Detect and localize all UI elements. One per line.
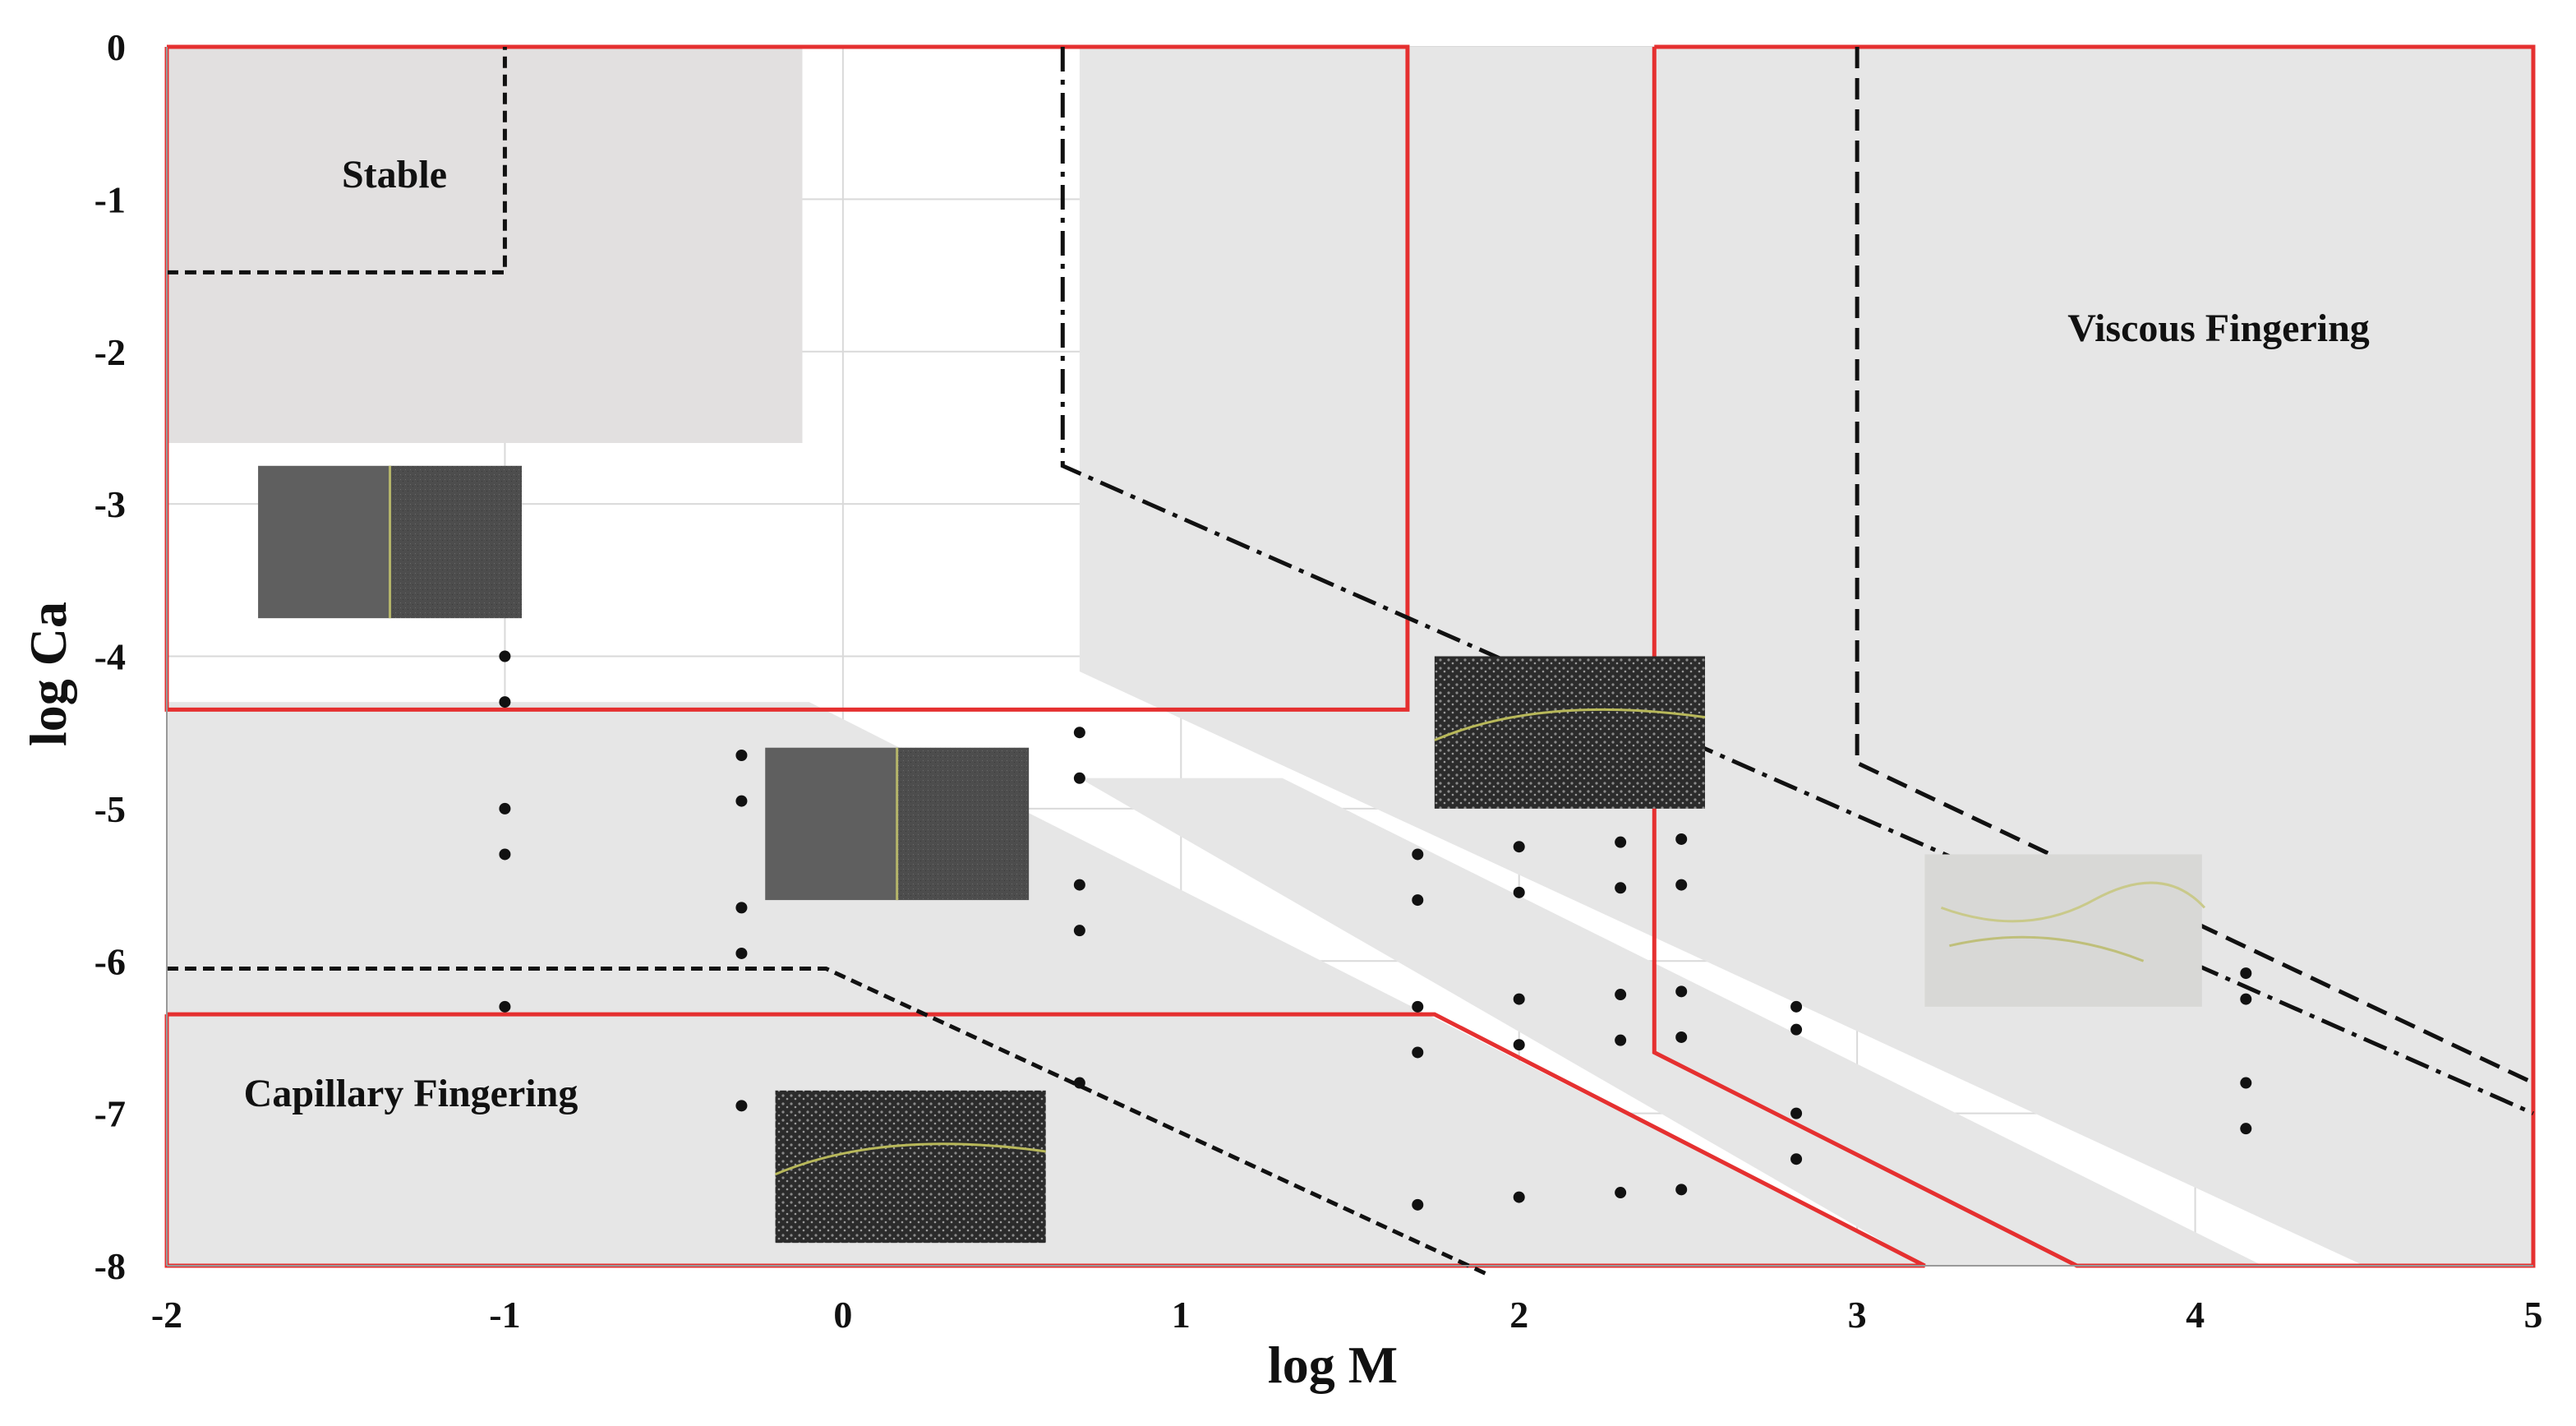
y-tick-label-2: -2: [94, 331, 126, 373]
data-point-0-24: [1513, 1191, 1525, 1203]
region-fill-0: [167, 47, 803, 443]
transition-micrograph-left-half: [765, 747, 897, 901]
data-point-0-26: [1615, 882, 1627, 894]
x-tick-label-6: 4: [2186, 1294, 2205, 1336]
stable-micrograph-left-half: [258, 465, 390, 619]
data-point-0-34: [1675, 1184, 1688, 1196]
data-point-0-28: [1615, 1034, 1627, 1046]
x-tick-label-5: 3: [1848, 1294, 1867, 1336]
data-point-0-10: [1073, 727, 1085, 739]
transition-micrograph: [765, 747, 1030, 901]
y-tick-label-7: -7: [94, 1093, 126, 1135]
x-tick-label-3: 1: [1172, 1294, 1191, 1336]
x-tick-label-4: 2: [1509, 1294, 1528, 1336]
y-tick-label-1: -1: [94, 178, 126, 220]
stable-micrograph-right-half: [389, 465, 522, 619]
viscous-micrograph-dark-bg: [1434, 656, 1705, 809]
region-label-capillary-fingering: Capillary Fingering: [244, 1072, 578, 1115]
y-axis-title: log Ca: [19, 602, 77, 746]
axes: -2 -1 0 1 2 3 4 5 0 -1 -2 -3 -4 -5 -6 -7 -8: [94, 26, 2543, 1336]
viscous-micrograph-dark-finger-trace: [1434, 708, 1706, 741]
x-tick-label-2: 0: [833, 1294, 852, 1336]
y-tick-label-5: -5: [94, 788, 126, 830]
y-tick-label-8: -8: [94, 1245, 126, 1287]
data-point-0-39: [2240, 967, 2252, 980]
data-point-0-37: [1790, 1107, 1803, 1119]
region-labels: Stable Viscous Fingering Capillary Finge…: [244, 153, 2370, 1115]
y-tick-label-0: 0: [107, 26, 126, 68]
data-point-0-21: [1513, 886, 1525, 898]
data-point-0-14: [1073, 1077, 1085, 1089]
data-point-0-2: [499, 802, 511, 815]
data-point-0-29: [1615, 1187, 1627, 1199]
data-point-0-6: [735, 795, 748, 807]
data-point-0-11: [1073, 772, 1085, 784]
x-tick-label-7: 5: [2524, 1294, 2543, 1336]
viscous-micrograph-light-finger-trace-2: [1949, 935, 2145, 962]
viscous-micrograph-light: [1924, 854, 2206, 1007]
data-point-0-4: [499, 1000, 511, 1013]
data-point-0-31: [1675, 879, 1688, 891]
viscous-micrograph-dark: [1434, 656, 1706, 809]
data-point-0-13: [1073, 925, 1085, 937]
y-tick-label-6: -6: [94, 940, 126, 982]
data-point-0-33: [1675, 1031, 1688, 1043]
data-point-0-5: [735, 749, 748, 761]
data-point-0-8: [735, 947, 748, 959]
data-point-0-19: [1412, 1198, 1424, 1211]
data-point-0-38: [1790, 1153, 1803, 1165]
dashed-boundary-3: [1855, 47, 2535, 1085]
dashed-boundary-0: [167, 47, 507, 275]
data-point-0-36: [1790, 1023, 1803, 1036]
micrograph-insets: [258, 465, 2206, 1244]
x-axis-title: log M: [1268, 1336, 1398, 1394]
region-fill-3: [1079, 778, 2263, 1266]
transition-micrograph-right-half: [896, 747, 1030, 901]
region-label-viscous-fingering: Viscous Fingering: [2067, 307, 2370, 350]
data-point-0-22: [1513, 993, 1525, 1005]
data-point-0-3: [499, 848, 511, 861]
data-point-0-17: [1412, 1000, 1424, 1013]
data-point-0-42: [2240, 1123, 2252, 1135]
data-point-0-20: [1513, 841, 1525, 853]
capillary-micrograph-bg: [775, 1090, 1046, 1244]
data-point-0-27: [1615, 989, 1627, 1001]
data-point-0-40: [2240, 993, 2252, 1005]
data-point-0-16: [1412, 894, 1424, 907]
viscous-micrograph-light-bg: [1924, 854, 2202, 1007]
data-point-0-7: [735, 902, 748, 914]
data-point-0-12: [1073, 879, 1085, 891]
capillary-micrograph: [774, 1090, 1046, 1244]
data-point-0-0: [499, 650, 511, 662]
data-point-0-15: [1412, 848, 1424, 861]
x-tick-label-1: -1: [489, 1294, 520, 1336]
data-point-0-35: [1790, 1000, 1803, 1013]
data-point-0-41: [2240, 1077, 2252, 1089]
dashed-boundary-1: [167, 967, 1486, 1276]
y-tick-label-3: -3: [94, 483, 126, 525]
data-point-0-32: [1675, 985, 1688, 998]
data-point-0-30: [1675, 833, 1688, 845]
stable-micrograph: [258, 465, 522, 619]
region-fill-2: [167, 702, 1925, 1266]
y-tick-label-4: -4: [94, 636, 126, 678]
data-point-0-9: [735, 1100, 748, 1112]
data-point-0-25: [1615, 836, 1627, 848]
viscous-micrograph-light-finger-trace: [1940, 881, 2206, 923]
data-point-0-1: [499, 696, 511, 708]
data-point-0-23: [1513, 1039, 1525, 1051]
capillary-micrograph-finger-trace: [774, 1142, 1046, 1176]
regime-regions: [167, 47, 2533, 1266]
experiment-points: [499, 650, 2252, 1211]
data-point-0-18: [1412, 1046, 1424, 1059]
region-label-stable: Stable: [342, 153, 447, 196]
x-tick-label-0: -2: [151, 1294, 182, 1336]
